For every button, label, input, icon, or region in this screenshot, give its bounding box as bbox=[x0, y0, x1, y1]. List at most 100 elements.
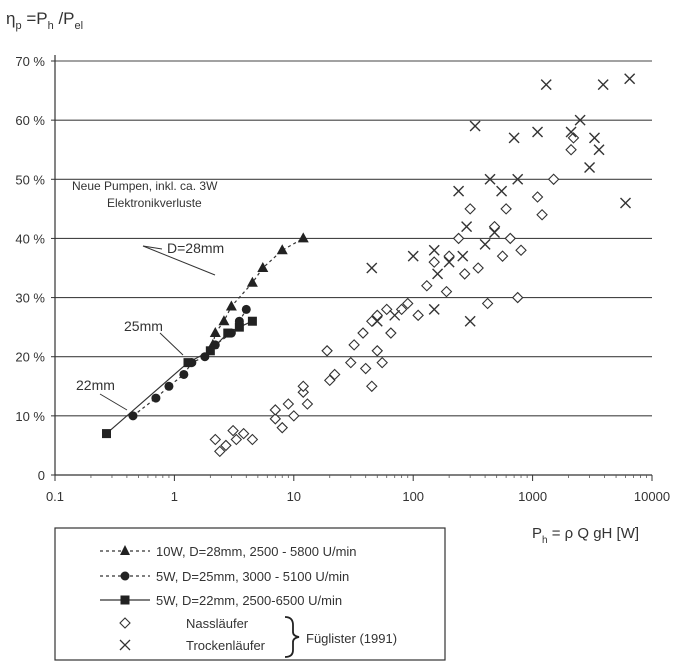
point-x-11 bbox=[464, 315, 476, 327]
point-diamond-open-36 bbox=[452, 232, 465, 245]
point-diamond-open-49 bbox=[547, 173, 560, 186]
point-x-26 bbox=[597, 79, 609, 91]
point-diamond-open-0 bbox=[209, 433, 222, 446]
point-diamond-open-10 bbox=[282, 398, 295, 410]
point-diamond-open-46 bbox=[515, 244, 527, 257]
point-diamond-open-18 bbox=[344, 356, 357, 369]
legend-marker-triangle bbox=[120, 545, 130, 555]
x-tick-label-0: 0.1 bbox=[46, 489, 64, 504]
y-tick-label-5: 50 % bbox=[15, 172, 45, 187]
point-x-13 bbox=[479, 238, 491, 250]
point-x-5 bbox=[428, 244, 440, 256]
point-x-18 bbox=[512, 173, 524, 185]
point-x-28 bbox=[624, 73, 636, 85]
legend-label-nasslaeufer: Nassläufer bbox=[186, 616, 249, 631]
point-circle-0 bbox=[128, 411, 138, 421]
point-diamond-open-23 bbox=[366, 380, 378, 393]
data-marks bbox=[102, 73, 636, 458]
x-tick-label-5: 10000 bbox=[634, 489, 670, 504]
point-x-3 bbox=[407, 250, 419, 262]
annotation-new-pumps-line1: Neue Pumpen, inkl. ca. 3W bbox=[72, 179, 218, 193]
point-x-21 bbox=[565, 126, 577, 138]
point-diamond-open-4 bbox=[230, 433, 243, 446]
point-circle-1 bbox=[151, 393, 161, 403]
point-circle-3 bbox=[179, 369, 189, 379]
point-diamond-open-24 bbox=[371, 345, 384, 357]
point-diamond-open-29 bbox=[395, 303, 408, 316]
x-tick-label-3: 100 bbox=[402, 489, 424, 504]
x-axis-label: Ph = ρ Q gH [W] bbox=[532, 525, 639, 546]
point-x-14 bbox=[484, 173, 496, 185]
y-axis-label: ηp =Ph /Pel bbox=[6, 9, 83, 32]
annotation-d28-pointer2 bbox=[142, 245, 216, 276]
annotation-d22-pointer bbox=[99, 393, 128, 411]
grid bbox=[55, 60, 652, 417]
point-diamond-open-28 bbox=[385, 327, 397, 339]
point-diamond-open-1 bbox=[214, 445, 226, 458]
point-x-8 bbox=[453, 185, 465, 197]
point-x-19 bbox=[532, 126, 544, 138]
point-square-5 bbox=[247, 316, 257, 326]
point-x-12 bbox=[469, 120, 481, 132]
point-triangle-5 bbox=[257, 262, 269, 272]
legend-marker-circle bbox=[120, 571, 130, 581]
point-circle-2 bbox=[164, 381, 174, 391]
point-diamond-open-39 bbox=[472, 262, 484, 274]
point-x-9 bbox=[457, 250, 469, 262]
point-diamond-open-3 bbox=[227, 424, 239, 437]
point-diamond-open-38 bbox=[464, 203, 476, 215]
y-tick-label-2: 20 % bbox=[15, 350, 45, 365]
point-x-22 bbox=[574, 114, 586, 126]
point-x-24 bbox=[589, 132, 601, 144]
point-diamond-open-21 bbox=[359, 362, 372, 375]
point-diamond-open-7 bbox=[269, 413, 282, 425]
point-diamond-open-9 bbox=[276, 421, 289, 434]
point-diamond-open-13 bbox=[297, 380, 310, 393]
tick-labels: 0 10 % 20 % 30 % 40 % 50 % 60 % 70 % 0.1 1 10 100 10… bbox=[15, 54, 670, 504]
point-diamond-open-11 bbox=[288, 410, 300, 422]
legend-marker-diamond bbox=[119, 617, 131, 629]
annotation-d25: 25mm bbox=[124, 318, 163, 334]
point-x-16 bbox=[496, 185, 508, 197]
x-tick-label-1: 1 bbox=[171, 489, 178, 504]
annotation-d25-pointer bbox=[159, 332, 184, 356]
y-tick-label-7: 70 % bbox=[15, 54, 45, 69]
point-x-15 bbox=[489, 227, 501, 239]
y-tick-label-0: 0 bbox=[38, 468, 45, 483]
point-diamond-open-8 bbox=[269, 404, 282, 416]
point-x-1 bbox=[371, 315, 383, 327]
point-x-0 bbox=[366, 262, 378, 274]
point-diamond-open-35 bbox=[443, 250, 455, 262]
point-diamond-open-48 bbox=[536, 208, 548, 221]
point-diamond-open-32 bbox=[421, 279, 433, 292]
point-triangle-3 bbox=[225, 300, 237, 311]
legend-label-10w: 10W, D=28mm, 2500 - 5800 U/min bbox=[156, 544, 357, 559]
point-circle-9 bbox=[241, 304, 251, 314]
point-triangle-7 bbox=[297, 232, 309, 243]
point-x-4 bbox=[428, 303, 440, 315]
series-line-1 bbox=[132, 309, 247, 417]
point-diamond-open-51 bbox=[567, 132, 580, 144]
point-diamond-open-14 bbox=[301, 398, 314, 410]
point-x-20 bbox=[540, 79, 552, 91]
legend-label-5w-22: 5W, D=22mm, 2500-6500 U/min bbox=[156, 593, 342, 608]
legend: 10W, D=28mm, 2500 - 5800 U/min 5W, D=25m… bbox=[54, 527, 446, 661]
legend-label-5w-25: 5W, D=25mm, 3000 - 5100 U/min bbox=[156, 569, 349, 584]
legend-marker-x bbox=[119, 639, 131, 651]
point-square-1 bbox=[183, 358, 193, 368]
point-triangle-6 bbox=[276, 244, 288, 255]
y-tick-label-3: 30 % bbox=[15, 291, 45, 306]
point-diamond-open-26 bbox=[376, 356, 388, 369]
point-diamond-open-47 bbox=[531, 191, 544, 203]
annotation-d22: 22mm bbox=[76, 377, 115, 393]
point-x-23 bbox=[584, 161, 596, 173]
point-diamond-open-30 bbox=[401, 297, 414, 310]
point-diamond-open-27 bbox=[380, 303, 393, 316]
legend-label-trockenlaeufer: Trockenläufer bbox=[186, 638, 266, 653]
point-diamond-open-12 bbox=[297, 386, 310, 398]
legend-brace bbox=[284, 616, 300, 658]
point-triangle-4 bbox=[246, 276, 258, 287]
y-tick-label-4: 40 % bbox=[15, 231, 45, 246]
y-tick-label-1: 10 % bbox=[15, 409, 45, 424]
annotation-d28: D=28mm bbox=[167, 240, 224, 256]
